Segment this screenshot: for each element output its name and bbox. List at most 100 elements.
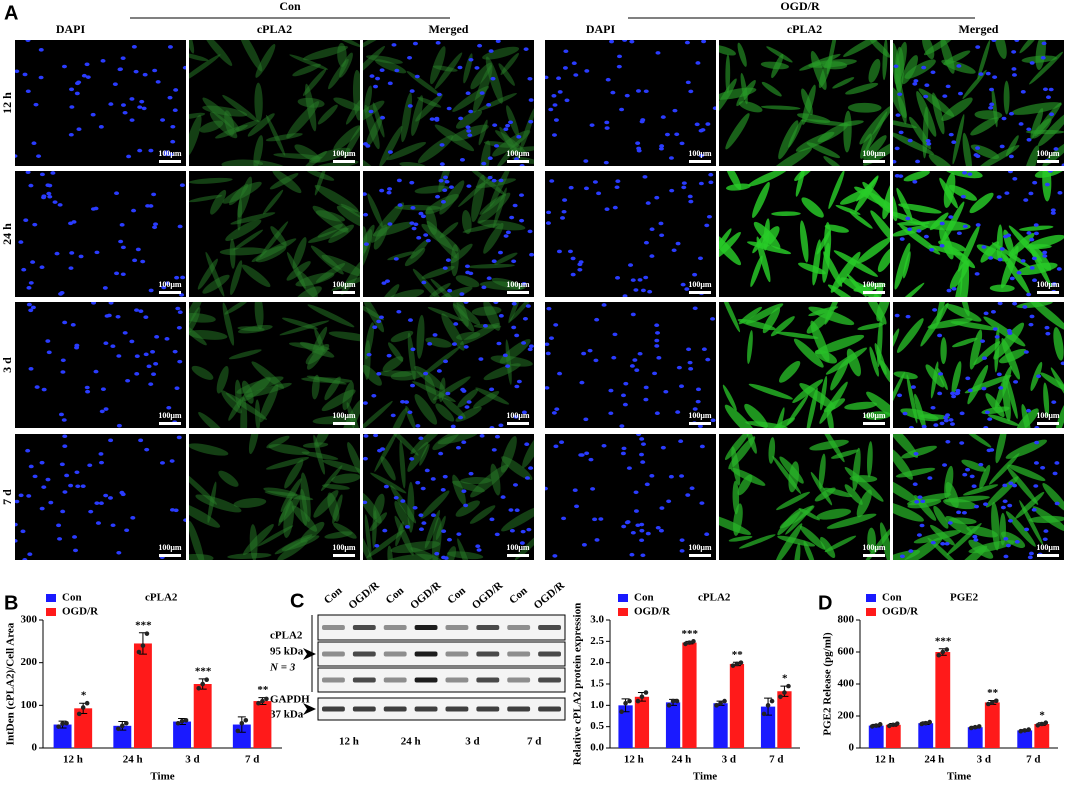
- nucleus: [120, 103, 126, 107]
- nucleus: [511, 259, 517, 264]
- row-label: 24 h: [0, 223, 14, 245]
- nucleus: [1033, 223, 1039, 227]
- nucleus: [163, 152, 169, 157]
- band: [352, 651, 376, 657]
- scale-bar-label: 100μm: [862, 543, 886, 552]
- cell: [370, 472, 407, 494]
- nucleus: [978, 72, 984, 76]
- cell: [506, 105, 520, 138]
- nucleus: [681, 181, 687, 185]
- nucleus: [639, 452, 645, 457]
- data-point: [239, 720, 245, 726]
- cell: [415, 94, 443, 122]
- cell: [950, 321, 998, 331]
- nucleus: [98, 460, 104, 465]
- nucleus: [177, 359, 183, 364]
- scale-bar: [689, 554, 711, 557]
- data-point: [256, 700, 261, 706]
- micrograph: 100μm: [893, 302, 1064, 428]
- cell: [876, 302, 890, 322]
- image-bg: [15, 171, 186, 297]
- cell: [379, 125, 403, 166]
- band: [445, 625, 469, 630]
- bar: [74, 708, 93, 748]
- nucleus: [659, 144, 665, 148]
- nucleus: [363, 456, 368, 461]
- nucleus: [508, 120, 514, 125]
- cell: [281, 317, 318, 330]
- cell: [731, 446, 741, 486]
- nucleus: [107, 496, 113, 500]
- nucleus: [923, 234, 929, 239]
- nucleus: [579, 453, 585, 457]
- nucleus: [956, 231, 962, 236]
- nucleus: [103, 341, 109, 346]
- cell: [216, 365, 229, 394]
- nucleus: [166, 405, 172, 410]
- nucleus: [545, 221, 551, 225]
- nucleus: [1026, 292, 1032, 297]
- cell: [895, 73, 907, 124]
- nucleus: [464, 405, 470, 409]
- nucleus: [545, 386, 550, 390]
- nucleus: [949, 422, 955, 426]
- data-point: [666, 703, 672, 708]
- cell: [390, 330, 414, 343]
- nucleus: [956, 510, 962, 515]
- cell: [845, 82, 879, 95]
- nucleus: [463, 345, 469, 349]
- nucleus: [393, 257, 399, 261]
- nucleus: [1044, 325, 1050, 330]
- nucleus: [148, 288, 154, 293]
- nucleus: [937, 391, 943, 396]
- nucleus: [1005, 543, 1011, 548]
- cell: [930, 361, 939, 399]
- data-point: [639, 694, 645, 700]
- nucleus: [564, 98, 570, 103]
- nucleus: [466, 400, 472, 404]
- nucleus: [527, 229, 533, 234]
- nucleus: [148, 148, 154, 153]
- nucleus: [447, 288, 453, 293]
- scale-bar: [1037, 160, 1059, 163]
- cell: [1003, 80, 1010, 115]
- data-point: [76, 711, 82, 717]
- cell: [719, 45, 736, 56]
- band: [538, 625, 561, 630]
- nucleus: [899, 554, 905, 559]
- nucleus: [655, 51, 661, 55]
- nucleus: [553, 323, 559, 327]
- y-tick-label: 200: [21, 656, 38, 668]
- cell: [1015, 491, 1045, 519]
- nucleus: [612, 205, 618, 210]
- nucleus: [672, 108, 678, 113]
- scale-bar: [159, 422, 181, 425]
- significance: **: [987, 687, 999, 699]
- cell: [774, 523, 803, 560]
- nucleus: [27, 552, 33, 557]
- nucleus: [522, 316, 528, 321]
- nucleus: [152, 68, 158, 73]
- nucleus: [710, 317, 716, 321]
- nucleus: [688, 199, 694, 204]
- nucleus: [379, 68, 385, 73]
- nucleus: [905, 216, 911, 221]
- nucleus: [988, 106, 994, 110]
- nucleus: [394, 68, 400, 73]
- cell: [1023, 145, 1040, 166]
- nucleus: [1042, 87, 1048, 92]
- nucleus: [1034, 426, 1040, 428]
- nucleus: [418, 513, 424, 517]
- cell: [893, 119, 917, 129]
- cell: [432, 376, 471, 401]
- cell: [284, 459, 304, 489]
- scale-bar: [689, 160, 711, 163]
- cell: [307, 227, 349, 243]
- nucleus: [46, 191, 52, 196]
- bar: [868, 725, 884, 748]
- cell: [1037, 111, 1064, 147]
- nucleus: [468, 57, 474, 62]
- scale-bar: [507, 554, 529, 557]
- data-point: [1039, 721, 1045, 727]
- nucleus: [695, 387, 701, 392]
